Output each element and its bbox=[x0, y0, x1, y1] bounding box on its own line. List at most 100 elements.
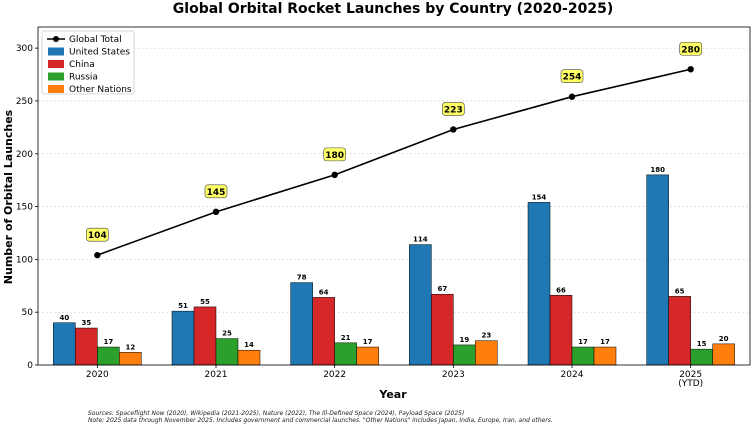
bar bbox=[334, 342, 357, 366]
bar bbox=[215, 338, 239, 366]
bar bbox=[356, 346, 379, 366]
total-point bbox=[687, 66, 694, 73]
total-line-path bbox=[97, 68, 691, 256]
bar-value-label: 14 bbox=[244, 341, 254, 349]
y-axis-label: Number of Orbital Launches bbox=[2, 109, 15, 284]
chart-title: Global Orbital Rocket Launches by Countr… bbox=[173, 1, 613, 17]
bar bbox=[75, 327, 98, 366]
x-axis-label: Year bbox=[378, 388, 407, 401]
legend-label: Other Nations bbox=[69, 85, 132, 95]
footnote-note: Note: 2025 data through November 2025. I… bbox=[88, 417, 553, 424]
y-tick-label: 50 bbox=[22, 308, 34, 318]
bar-value-label: 40 bbox=[59, 314, 69, 322]
bar bbox=[549, 295, 573, 366]
bar-value-label: 55 bbox=[200, 298, 210, 306]
bar bbox=[290, 282, 313, 366]
total-value-label: 280 bbox=[681, 45, 700, 55]
bar bbox=[431, 293, 454, 366]
x-tick-label: 2022 bbox=[323, 370, 346, 380]
total-label-box bbox=[204, 184, 228, 199]
total-label-box bbox=[560, 69, 584, 84]
y-tick-label: 300 bbox=[16, 44, 33, 54]
bar-value-label: 114 bbox=[413, 236, 428, 244]
total-value-label: 180 bbox=[325, 151, 344, 161]
bar-value-label: 154 bbox=[532, 193, 547, 201]
x-tick-label: 2025 bbox=[679, 370, 702, 380]
total-label-box bbox=[86, 227, 109, 242]
bar bbox=[593, 346, 617, 366]
legend-label: Global Total bbox=[69, 35, 122, 45]
bar bbox=[97, 346, 120, 366]
bar bbox=[171, 310, 195, 366]
bar-value-label: 66 bbox=[556, 286, 566, 294]
bar-value-label: 19 bbox=[459, 336, 469, 344]
y-tick-label: 150 bbox=[16, 203, 33, 213]
bar-value-label: 21 bbox=[341, 334, 351, 342]
bar-value-label: 23 bbox=[481, 332, 491, 340]
bar-value-label: 20 bbox=[719, 335, 729, 343]
bar-value-label: 17 bbox=[363, 338, 373, 346]
x-tick-label: 2024 bbox=[561, 370, 584, 380]
total-point bbox=[450, 126, 457, 133]
bar-value-label: 51 bbox=[178, 302, 188, 310]
x-tick-label: 2020 bbox=[86, 370, 109, 380]
y-tick-label: 200 bbox=[16, 150, 33, 160]
total-point bbox=[94, 251, 101, 259]
total-point bbox=[212, 208, 220, 216]
total-value-label: 104 bbox=[88, 231, 107, 241]
legend-label: China bbox=[69, 60, 95, 70]
legend-swatch bbox=[48, 85, 64, 93]
bar bbox=[475, 340, 498, 366]
bar-value-label: 67 bbox=[437, 285, 447, 293]
legend-label: Russia bbox=[69, 73, 98, 83]
bar bbox=[193, 306, 217, 366]
total-line: 104 145 180 223 254 280 bbox=[86, 41, 702, 259]
bar-value-label: 65 bbox=[675, 287, 685, 295]
x-tick-label: 2023 bbox=[442, 370, 465, 380]
bar-value-label: 12 bbox=[125, 343, 135, 351]
bar bbox=[712, 343, 735, 366]
bar-value-label: 78 bbox=[297, 274, 307, 282]
legend-box bbox=[41, 30, 135, 95]
y-tick-label: 100 bbox=[16, 255, 33, 265]
bars: 40 51 78 114 154 180 35 55 64 67 66 65 17 25 21 19 17 15 1… bbox=[53, 166, 735, 366]
legend-swatch bbox=[48, 47, 64, 56]
footnote-sources: Sources: Spaceflight Now (2020), Wikiped… bbox=[88, 410, 465, 417]
bar-value-label: 35 bbox=[81, 319, 91, 327]
y-tick-label: 0 bbox=[27, 361, 33, 371]
bar-value-label: 180 bbox=[650, 166, 665, 174]
legend-swatch bbox=[48, 60, 64, 68]
bar bbox=[312, 297, 335, 366]
plot-frame bbox=[37, 26, 751, 366]
x-tick-sublabel: (YTD) bbox=[678, 379, 703, 389]
legend-swatch bbox=[48, 72, 64, 81]
total-value-label: 223 bbox=[444, 105, 463, 115]
total-label-box bbox=[323, 147, 346, 162]
total-value-label: 254 bbox=[563, 73, 582, 83]
bar-value-label: 64 bbox=[319, 288, 329, 296]
gridlines bbox=[38, 47, 750, 313]
legend: Global Total United States China Russia Othe… bbox=[41, 30, 135, 95]
bar bbox=[646, 174, 669, 366]
legend-line-marker bbox=[53, 36, 59, 42]
bar bbox=[571, 346, 595, 366]
bar-value-label: 17 bbox=[600, 338, 610, 346]
bar-value-label: 17 bbox=[103, 338, 113, 346]
bar bbox=[690, 348, 713, 366]
y-tick-label: 250 bbox=[16, 97, 33, 107]
total-point bbox=[568, 93, 576, 100]
bar-value-label: 17 bbox=[578, 338, 588, 346]
bar bbox=[453, 344, 476, 366]
x-tick-label: 2021 bbox=[205, 370, 228, 380]
bar-value-label: 15 bbox=[697, 340, 707, 348]
bar bbox=[527, 202, 551, 366]
total-label-box bbox=[679, 41, 702, 56]
bar bbox=[237, 349, 261, 366]
bar-value-label: 25 bbox=[222, 330, 232, 338]
total-value-label: 145 bbox=[207, 188, 226, 198]
legend-label: United States bbox=[69, 48, 130, 58]
total-label-box bbox=[442, 102, 465, 116]
bar bbox=[53, 322, 76, 366]
